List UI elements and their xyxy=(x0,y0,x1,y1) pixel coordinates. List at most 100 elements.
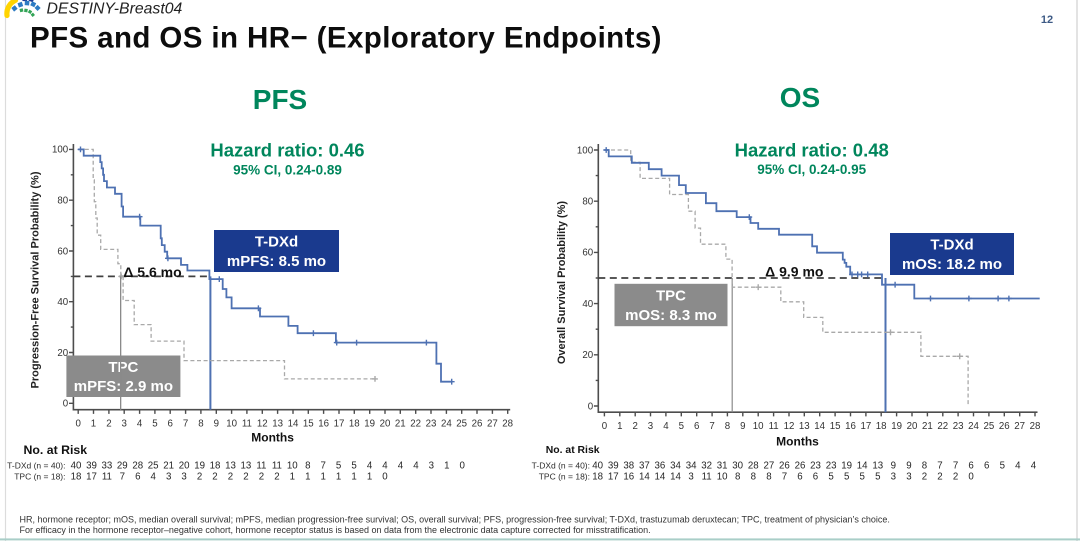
svg-text:29: 29 xyxy=(117,460,128,471)
svg-text:10: 10 xyxy=(753,421,764,432)
svg-text:No. at Risk: No. at Risk xyxy=(546,445,600,456)
svg-text:1: 1 xyxy=(305,471,310,482)
svg-text:8: 8 xyxy=(725,421,730,432)
svg-text:15: 15 xyxy=(303,419,314,430)
svg-text:12: 12 xyxy=(784,421,795,432)
svg-text:0: 0 xyxy=(968,472,974,483)
svg-text:12: 12 xyxy=(257,419,268,430)
svg-text:0: 0 xyxy=(602,421,608,432)
svg-text:19: 19 xyxy=(891,421,902,432)
svg-text:21: 21 xyxy=(395,419,406,430)
svg-text:40: 40 xyxy=(57,297,68,308)
svg-text:1: 1 xyxy=(444,460,449,471)
svg-text:13: 13 xyxy=(872,461,883,472)
svg-text:11: 11 xyxy=(702,472,712,483)
svg-text:22: 22 xyxy=(410,419,421,430)
svg-text:21: 21 xyxy=(922,421,933,432)
svg-text:6: 6 xyxy=(813,472,818,483)
svg-text:28: 28 xyxy=(1030,421,1041,432)
svg-text:5: 5 xyxy=(1000,461,1005,472)
svg-text:32: 32 xyxy=(701,461,712,472)
svg-text:8: 8 xyxy=(305,460,310,471)
svg-text:Overall Survival Probability (: Overall Survival Probability (%) xyxy=(556,201,568,365)
svg-text:7: 7 xyxy=(183,419,188,430)
svg-text:19: 19 xyxy=(364,419,375,430)
svg-text:Months: Months xyxy=(251,431,294,445)
svg-text:2: 2 xyxy=(212,471,217,482)
svg-text:18: 18 xyxy=(71,471,82,482)
svg-text:24: 24 xyxy=(441,419,452,430)
svg-text:Progression-Free Survival Prob: Progression-Free Survival Probability (%… xyxy=(30,171,42,388)
svg-text:4: 4 xyxy=(137,419,143,430)
svg-text:17: 17 xyxy=(861,421,872,432)
svg-text:27: 27 xyxy=(487,419,498,430)
svg-text:38: 38 xyxy=(623,461,634,472)
svg-text:11: 11 xyxy=(272,460,282,471)
svg-text:36: 36 xyxy=(655,461,666,472)
svg-text:13: 13 xyxy=(225,460,236,471)
svg-text:14: 14 xyxy=(670,472,681,483)
svg-text:30: 30 xyxy=(732,461,743,472)
svg-text:18: 18 xyxy=(349,419,360,430)
svg-text:14: 14 xyxy=(857,461,868,472)
svg-text:80: 80 xyxy=(582,197,593,208)
svg-text:TPC (n = 18):: TPC (n = 18): xyxy=(14,471,65,481)
svg-text:40: 40 xyxy=(592,461,603,472)
svg-text:OS: OS xyxy=(780,82,820,113)
svg-text:10: 10 xyxy=(287,460,298,471)
svg-text:4: 4 xyxy=(382,460,388,471)
svg-text:mPFS: 2.9 mo: mPFS: 2.9 mo xyxy=(74,378,173,395)
svg-text:18: 18 xyxy=(592,472,603,483)
svg-text:17: 17 xyxy=(334,419,345,430)
svg-text:26: 26 xyxy=(472,419,483,430)
svg-text:26: 26 xyxy=(999,421,1010,432)
svg-text:8: 8 xyxy=(735,472,740,483)
svg-text:4: 4 xyxy=(663,421,669,432)
svg-text:14: 14 xyxy=(814,421,825,432)
svg-text:5: 5 xyxy=(844,472,849,483)
svg-text:11: 11 xyxy=(256,460,266,471)
svg-text:5: 5 xyxy=(860,472,865,483)
svg-text:3: 3 xyxy=(648,421,653,432)
svg-text:PFS and OS in HR− (Exploratory: PFS and OS in HR− (Exploratory Endpoints… xyxy=(30,22,662,55)
svg-text:PFS: PFS xyxy=(253,84,307,115)
svg-text:7: 7 xyxy=(937,461,942,472)
svg-text:5: 5 xyxy=(875,472,880,483)
svg-text:95% CI, 0.24-0.89: 95% CI, 0.24-0.89 xyxy=(233,163,342,178)
svg-text:9: 9 xyxy=(740,421,745,432)
svg-text:7: 7 xyxy=(321,460,326,471)
svg-text:2: 2 xyxy=(633,421,638,432)
svg-text:13: 13 xyxy=(241,460,252,471)
svg-text:T-DXd: T-DXd xyxy=(255,234,298,251)
svg-text:33: 33 xyxy=(102,460,113,471)
svg-text:Months: Months xyxy=(776,434,819,448)
svg-text:3: 3 xyxy=(906,472,911,483)
svg-text:5: 5 xyxy=(152,419,157,430)
svg-text:Δ 9.9 mo: Δ 9.9 mo xyxy=(765,263,823,279)
svg-text:25: 25 xyxy=(148,460,159,471)
svg-text:TPC: TPC xyxy=(108,359,138,376)
svg-text:13: 13 xyxy=(272,419,283,430)
svg-text:34: 34 xyxy=(686,461,697,472)
svg-text:37: 37 xyxy=(639,461,650,472)
svg-text:13: 13 xyxy=(799,421,810,432)
svg-text:T-DXd (n = 40):: T-DXd (n = 40): xyxy=(7,460,65,470)
svg-text:22: 22 xyxy=(937,421,948,432)
svg-text:4: 4 xyxy=(1031,461,1037,472)
svg-text:0: 0 xyxy=(460,460,466,471)
svg-text:7: 7 xyxy=(953,461,958,472)
svg-text:mOS: 8.3 mo: mOS: 8.3 mo xyxy=(625,307,717,324)
svg-text:3: 3 xyxy=(429,460,434,471)
svg-text:1: 1 xyxy=(351,471,356,482)
svg-text:8: 8 xyxy=(751,472,756,483)
svg-text:20: 20 xyxy=(57,348,68,359)
svg-text:95% CI, 0.24-0.95: 95% CI, 0.24-0.95 xyxy=(757,162,866,177)
svg-text:2: 2 xyxy=(197,471,202,482)
svg-text:No. at Risk: No. at Risk xyxy=(24,443,88,457)
svg-text:Hazard ratio: 0.46: Hazard ratio: 0.46 xyxy=(210,140,364,161)
svg-text:6: 6 xyxy=(135,471,140,482)
svg-text:24: 24 xyxy=(968,421,979,432)
svg-text:1: 1 xyxy=(91,419,96,430)
svg-text:8: 8 xyxy=(766,472,771,483)
svg-text:2: 2 xyxy=(243,471,248,482)
